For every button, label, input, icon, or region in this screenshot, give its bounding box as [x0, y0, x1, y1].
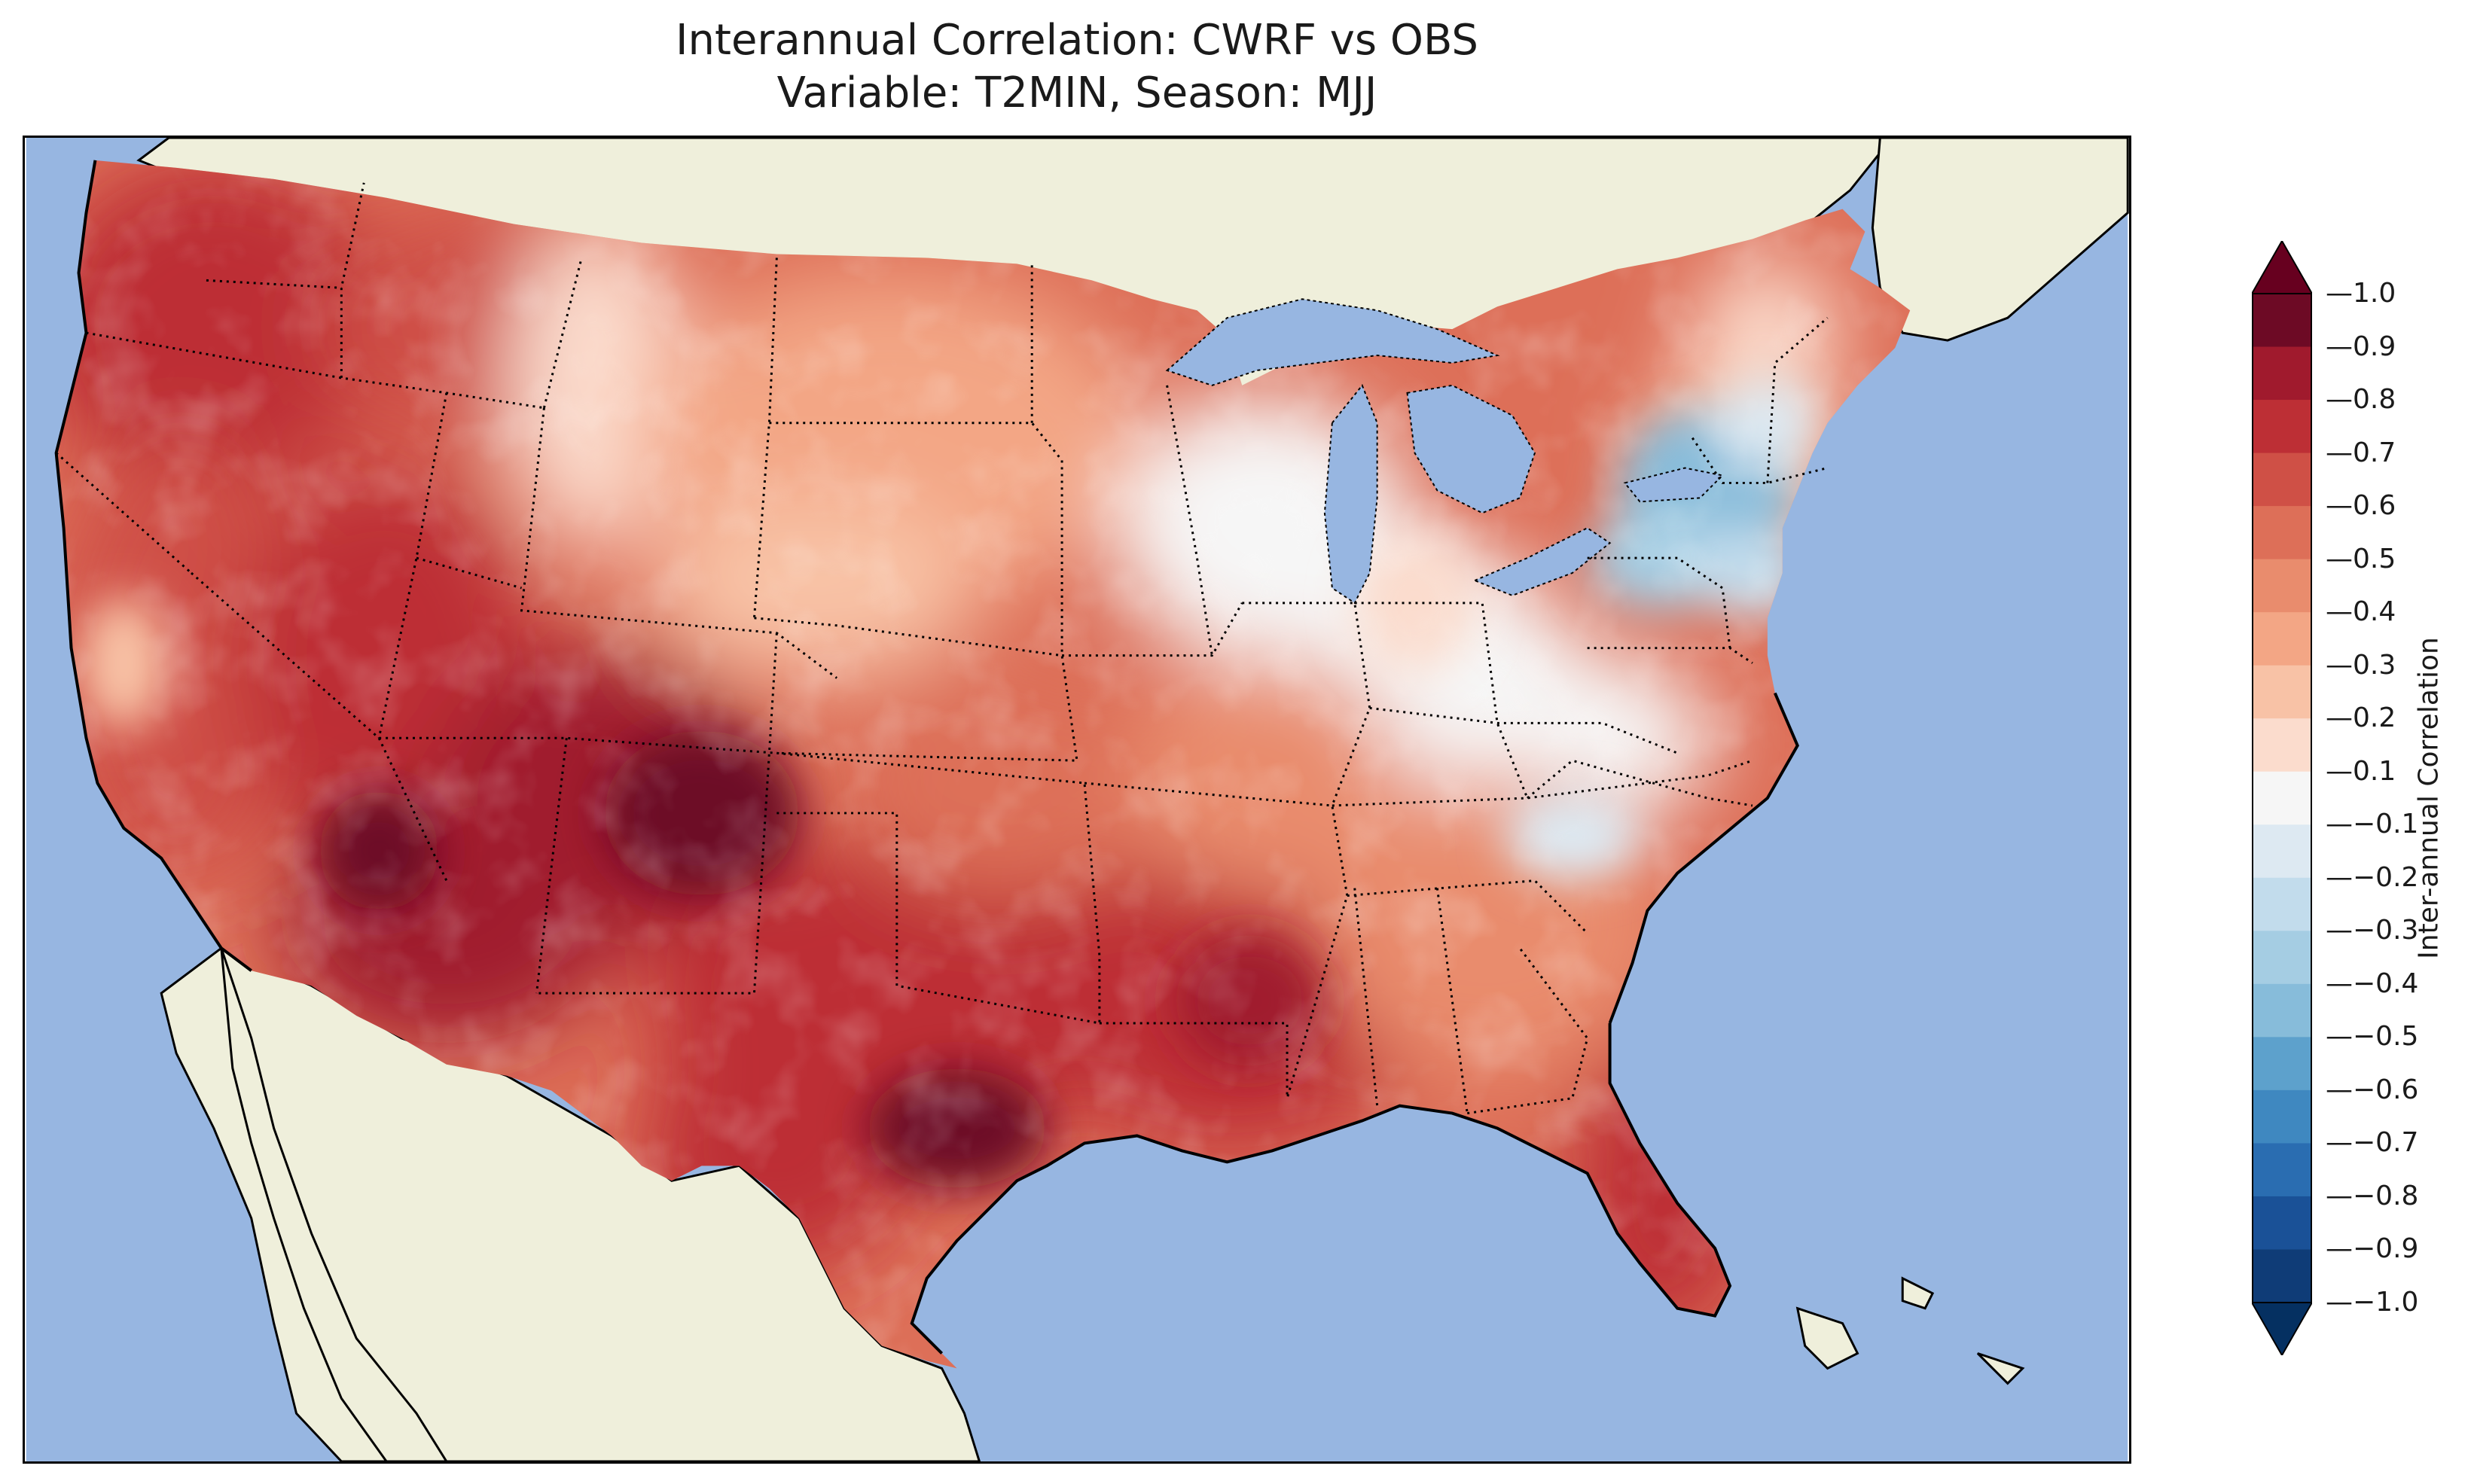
colorbar-tick-label: —−0.5: [2326, 1021, 2419, 1053]
colorbar-band: [2253, 1196, 2311, 1250]
colorbar-tick-label: —0.9: [2326, 331, 2396, 362]
colorbar-tick-label: —0.2: [2326, 702, 2396, 734]
colorbar-extend-max: [2252, 241, 2312, 294]
colorbar-band: [2253, 771, 2311, 825]
lake-erie: [1472, 527, 1612, 596]
colorbar-band: [2253, 1143, 2311, 1197]
colorbar-band: [2253, 1089, 2311, 1144]
colorbar-tick-label: —0.3: [2326, 649, 2396, 681]
colorbar-label: Inter-annual Correlation: [2413, 637, 2445, 959]
maritimes-land: [1871, 138, 2129, 342]
coastline: [54, 160, 1799, 1354]
colorbar-tick-label: —−0.9: [2326, 1233, 2419, 1265]
colorbar-tick-label: —−0.6: [2326, 1074, 2419, 1105]
colorbar-band: [2253, 983, 2311, 1038]
colorbar-band: [2253, 612, 2311, 666]
colorbar-tick-label: —−0.2: [2326, 861, 2419, 893]
colorbar-band: [2253, 453, 2311, 507]
colorbar-band: [2253, 824, 2311, 879]
colorbar-tick-label: —1.0: [2326, 278, 2396, 309]
correlation-field: [56, 160, 1911, 1369]
colorbar-tick-label: —−0.1: [2326, 809, 2419, 840]
colorbar: [2252, 241, 2312, 1355]
map-panel: [23, 136, 2131, 1464]
map-title-line2: Variable: T2MIN, Season: MJJ: [776, 69, 1377, 117]
lake-superior: [1165, 298, 1500, 386]
colorbar-band: [2253, 294, 2311, 348]
map-title-line1: Interannual Correlation: CWRF vs OBS: [676, 16, 1478, 65]
lake-michigan: [1323, 383, 1378, 605]
colorbar-tick-label: —0.6: [2326, 490, 2396, 522]
colorbar-band: [2253, 559, 2311, 613]
colorbar-tick-label: —−0.7: [2326, 1127, 2419, 1159]
colorbar-tick-label: —0.5: [2326, 543, 2396, 574]
bahamas-cuba: [1795, 1276, 2025, 1385]
colorbar-tick-label: —0.1: [2326, 755, 2396, 787]
baja-peninsula: [220, 947, 448, 1461]
colorbar-band: [2253, 1249, 2311, 1303]
colorbar-tick-label: —0.4: [2326, 596, 2396, 628]
colorbar-band: [2253, 877, 2311, 931]
colorbar-band: [2253, 400, 2311, 454]
colorbar-tick-label: —0.8: [2326, 384, 2396, 416]
mexico-land: [160, 946, 981, 1461]
colorbar-tick-label: —−0.8: [2326, 1180, 2419, 1211]
great-lakes: [1165, 298, 1725, 605]
colorbar-band: [2253, 1037, 2311, 1091]
colorbar-band: [2253, 931, 2311, 985]
colorbar-tick-label: —−1.0: [2326, 1287, 2419, 1318]
colorbar-band: [2253, 506, 2311, 560]
colorbar-tick-label: —0.7: [2326, 437, 2396, 468]
colorbar-tick-label: —−0.3: [2326, 915, 2419, 946]
colorbar-band: [2253, 665, 2311, 719]
colorbar-extend-min: [2252, 1302, 2312, 1355]
colorbar-tick-label: —−0.4: [2326, 967, 2419, 999]
colorbar-band: [2253, 718, 2311, 772]
lake-ontario: [1623, 467, 1725, 503]
state-borders: [55, 182, 1829, 1115]
colorbar-band: [2253, 346, 2311, 401]
lake-huron: [1406, 384, 1536, 514]
